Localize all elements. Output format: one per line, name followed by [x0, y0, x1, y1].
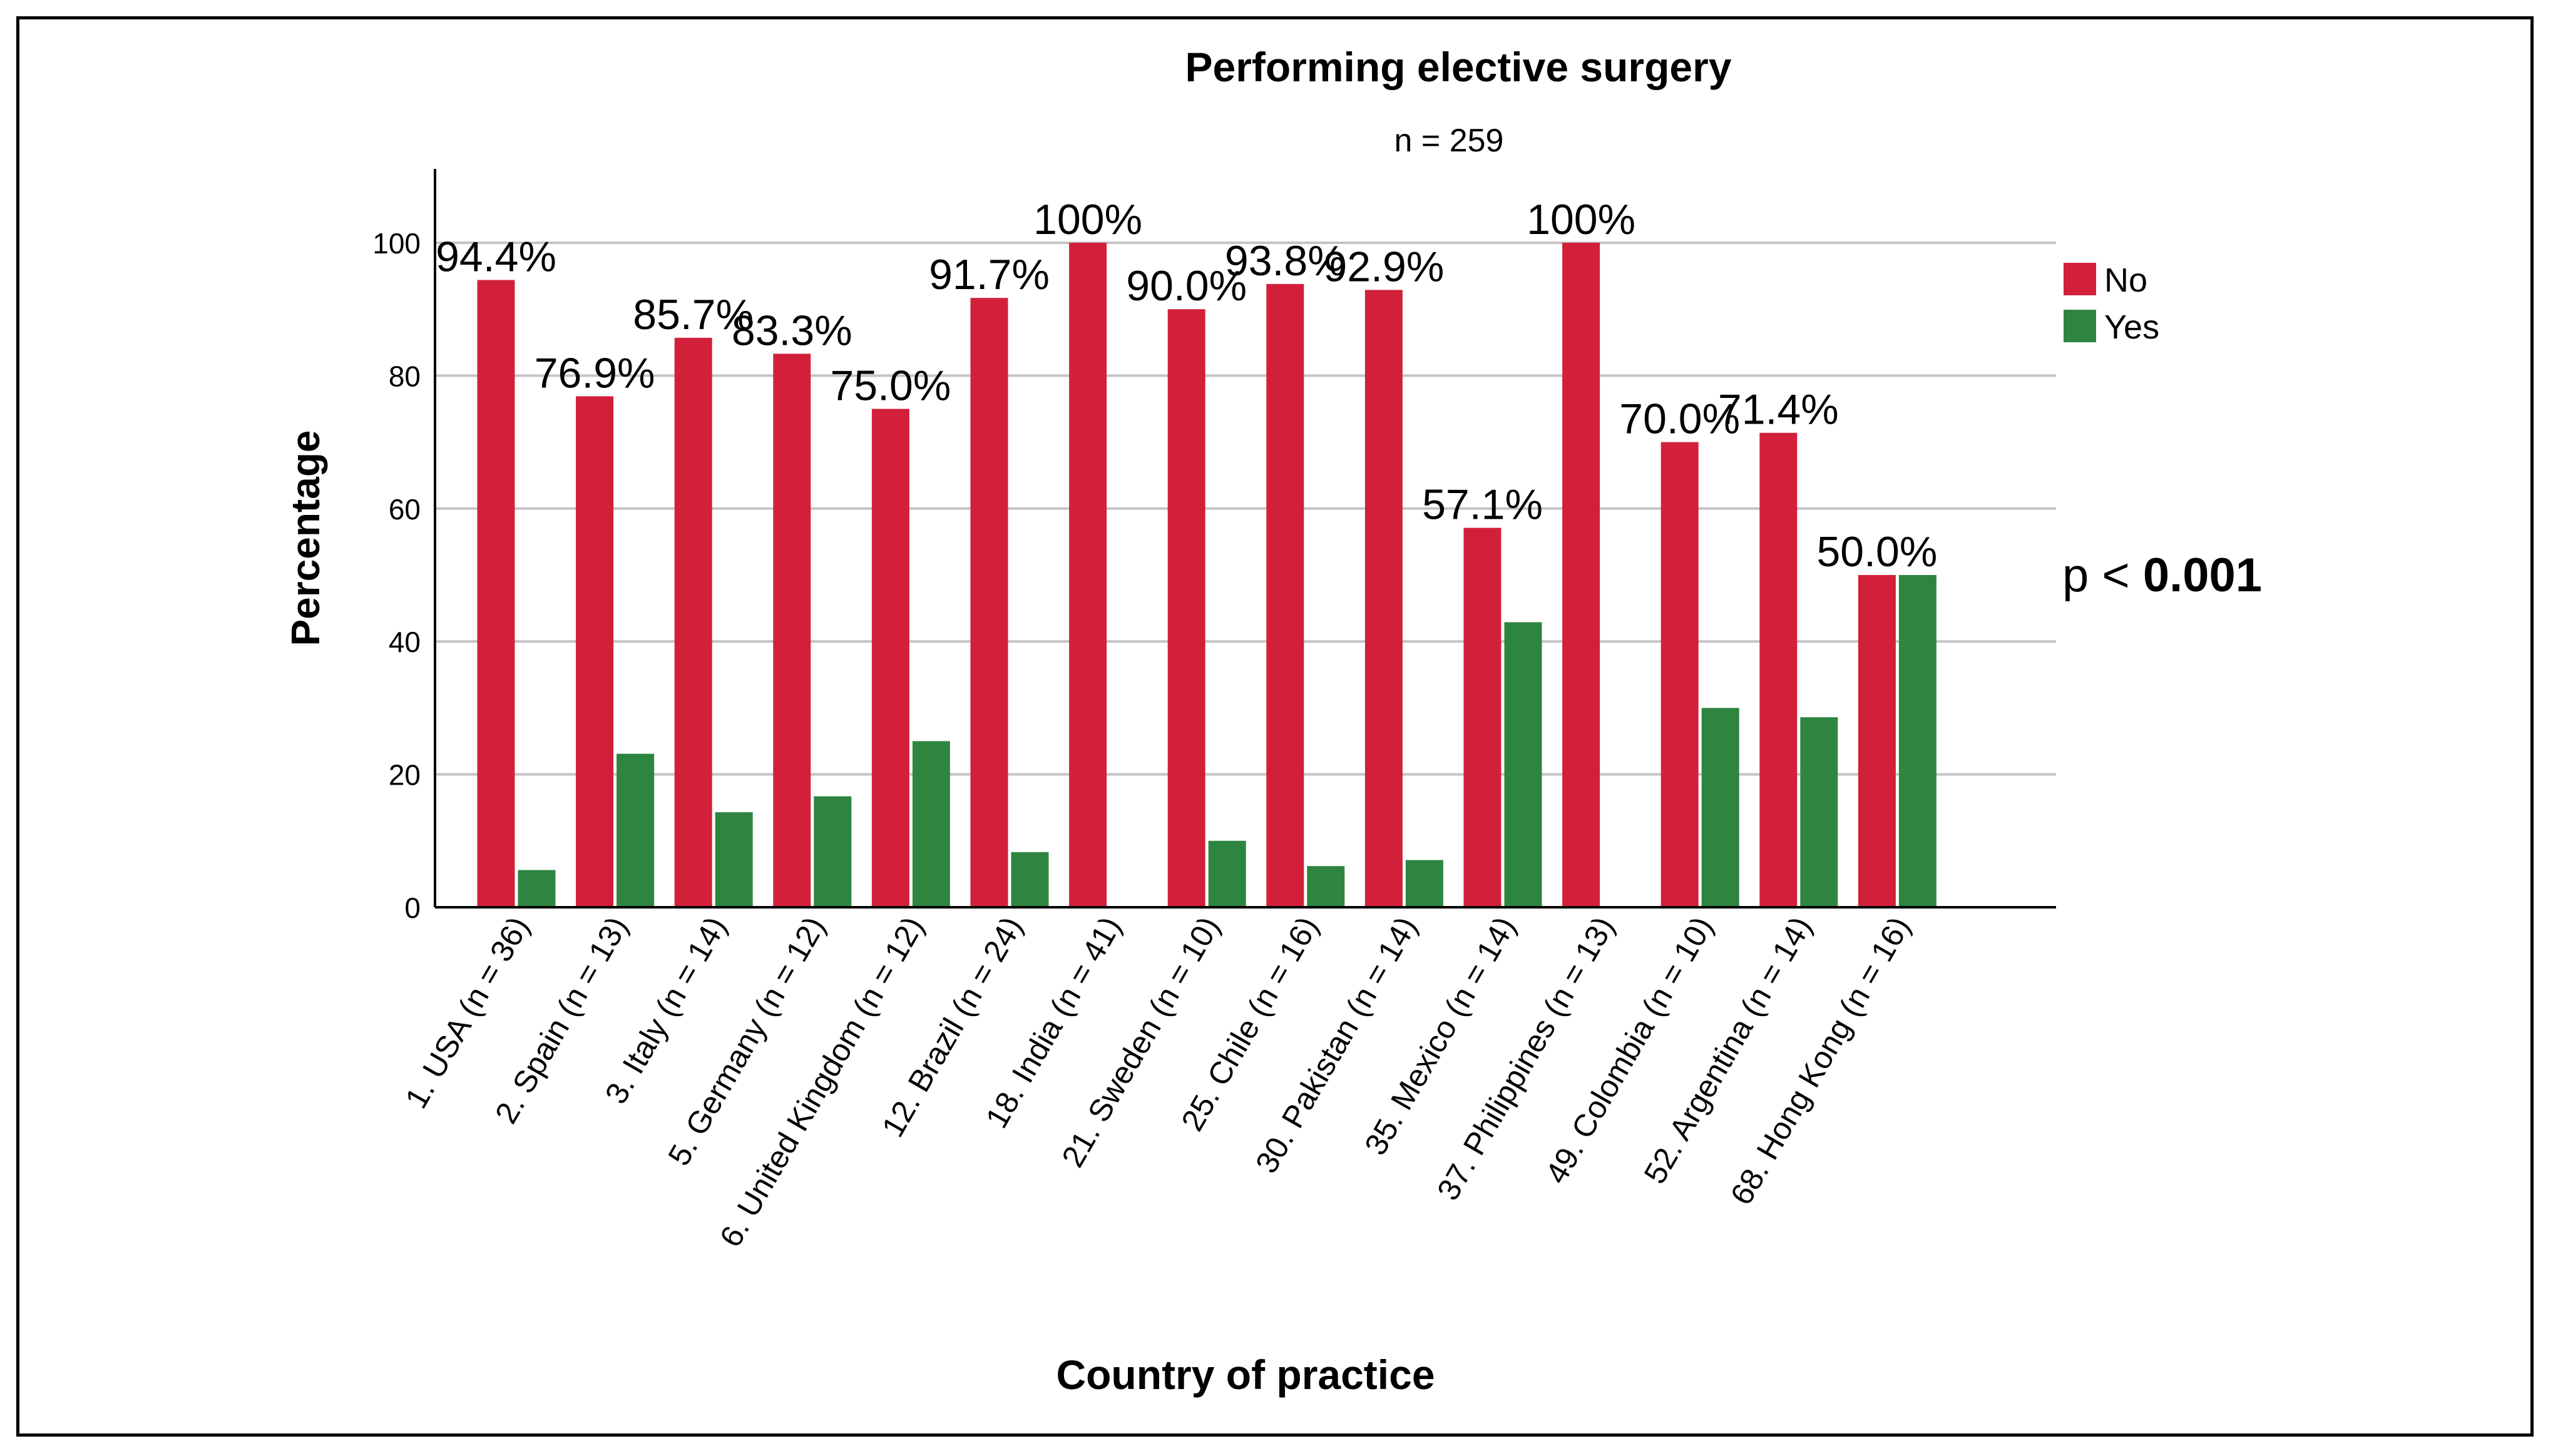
- data-label: 100%: [1033, 196, 1142, 243]
- axes: [434, 169, 2056, 909]
- bar-no: [1167, 309, 1205, 907]
- data-label: 91.7%: [929, 251, 1050, 298]
- x-tick-label: 37. Philippines (n = 13): [1430, 911, 1621, 1206]
- bar-yes: [1701, 708, 1739, 907]
- bar-no: [1463, 527, 1502, 907]
- legend-label-no: No: [2104, 262, 2147, 299]
- x-tick-label: 52. Argentina (n = 14): [1637, 911, 1819, 1190]
- y-tick-label: 40: [389, 626, 421, 658]
- bar-yes: [814, 796, 852, 907]
- bar-no: [576, 396, 614, 907]
- p-value-prefix: p <: [2062, 549, 2143, 602]
- x-tick-label: 49. Colombia (n = 10): [1538, 911, 1720, 1190]
- bar-yes: [1208, 840, 1246, 907]
- bar-no: [970, 298, 1008, 907]
- x-tick-labels: 1. USA (n = 36)2. Spain (n = 13)3. Italy…: [398, 910, 1917, 1253]
- y-tick-label: 60: [389, 493, 421, 526]
- bar-yes: [518, 870, 556, 907]
- legend-label-yes: Yes: [2104, 308, 2159, 346]
- y-tick-label: 80: [389, 360, 421, 392]
- data-label: 57.1%: [1422, 481, 1543, 529]
- data-label: 70.0%: [1619, 395, 1740, 443]
- legend-swatch-no: [2064, 263, 2096, 295]
- bar-yes: [1800, 717, 1838, 907]
- data-label: 92.9%: [1323, 243, 1444, 290]
- y-tick-label: 20: [389, 759, 421, 792]
- y-tick-label: 100: [372, 227, 421, 260]
- data-label: 76.9%: [535, 349, 655, 397]
- bar-no: [674, 337, 712, 907]
- p-value-annotation: p < 0.001: [2062, 549, 2262, 602]
- bar-no: [871, 409, 909, 907]
- data-labels: 94.4%76.9%85.7%83.3%75.0%91.7%100%90.0%9…: [436, 196, 1937, 576]
- legend: No Yes: [2064, 262, 2159, 346]
- bar-no: [1759, 432, 1798, 907]
- p-value-number: 0.001: [2143, 549, 2262, 602]
- legend-swatch-yes: [2064, 310, 2096, 342]
- bar-yes: [1405, 860, 1443, 907]
- bar-yes: [617, 753, 655, 907]
- data-label: 93.8%: [1225, 237, 1346, 285]
- bars: [477, 243, 1936, 908]
- bar-yes: [715, 812, 753, 907]
- chart-subtitle: n = 259: [1394, 123, 1504, 159]
- bar-no: [773, 354, 811, 907]
- chart-title: Performing elective surgery: [1185, 44, 1731, 90]
- bar-no: [477, 280, 515, 907]
- x-tick-label: 6. United Kingdom (n = 12): [713, 910, 931, 1253]
- bar-no: [1364, 290, 1403, 908]
- data-label: 75.0%: [830, 362, 951, 410]
- bar-no: [1660, 442, 1699, 907]
- bar-no: [1858, 575, 1896, 907]
- y-axis-label: Percentage: [283, 430, 328, 646]
- bar-yes: [912, 741, 950, 907]
- y-tick-labels: 0 20 40 60 80 100: [372, 227, 421, 924]
- data-label: 71.4%: [1718, 386, 1839, 434]
- data-label: 100%: [1527, 196, 1635, 243]
- bar-yes: [1307, 866, 1345, 907]
- bar-no: [1266, 283, 1304, 907]
- data-label: 85.7%: [633, 291, 754, 339]
- data-label: 50.0%: [1816, 528, 1937, 576]
- data-label: 83.3%: [732, 307, 852, 354]
- x-tick-label: 68. Hong Kong (n = 16): [1724, 911, 1917, 1211]
- bar-no: [1069, 243, 1107, 907]
- bar-yes: [1898, 575, 1936, 907]
- figure-frame: [16, 16, 2534, 1437]
- bar-no: [1562, 243, 1600, 907]
- x-axis-label: Country of practice: [1056, 1352, 1435, 1398]
- data-label: 94.4%: [436, 233, 556, 280]
- data-label: 90.0%: [1126, 262, 1247, 310]
- bar-yes: [1504, 622, 1542, 907]
- bar-yes: [1011, 852, 1049, 907]
- y-tick-label: 0: [404, 892, 421, 924]
